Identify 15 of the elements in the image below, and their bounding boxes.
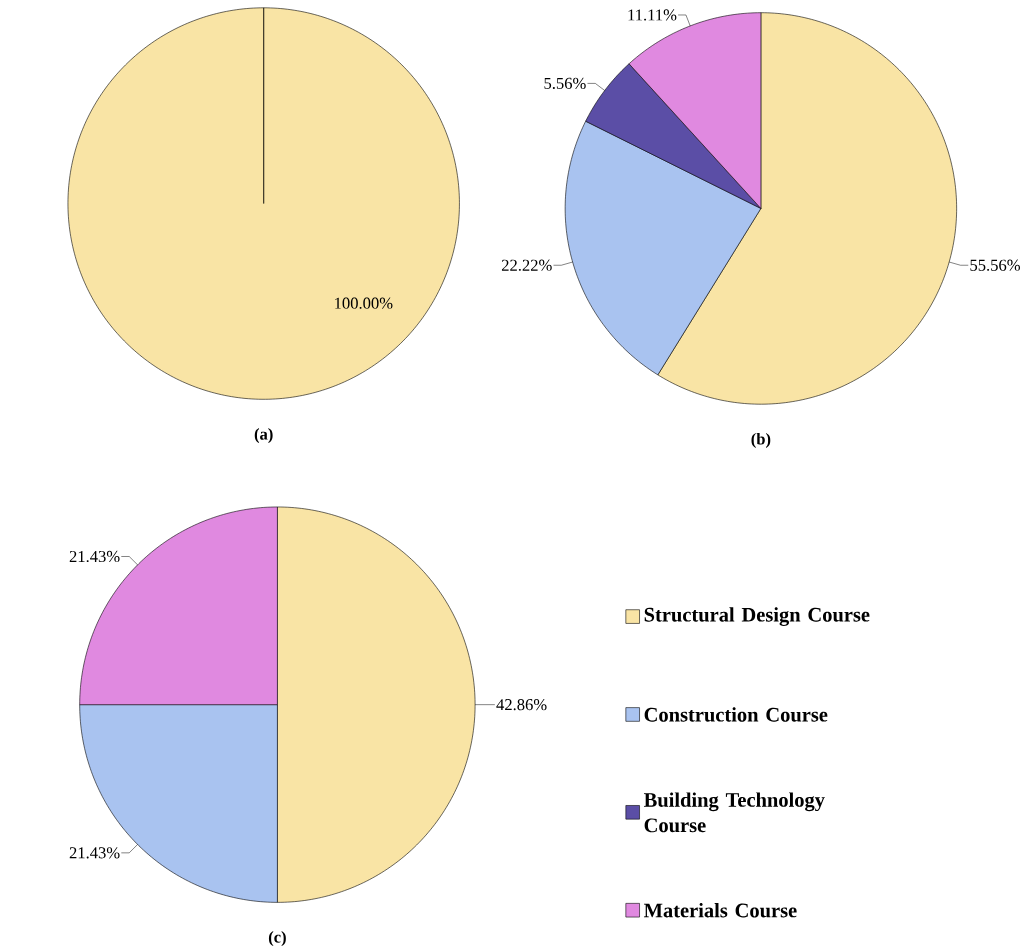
data-label: 5.56% [544,77,586,89]
data-label: 55.56% [970,259,1020,271]
data-label: 21.43% [69,847,120,859]
legend-label: Construction Course [644,707,828,722]
data-label: 22.22% [501,259,552,271]
legend-label: Materials Course [643,902,797,918]
data-label: 100.00% [335,297,393,309]
legend-label: Structural Design Course [644,607,870,626]
text: (b) [751,432,771,448]
legend-label: Building Technology Course [643,792,825,833]
data-label: 42.86% [496,698,547,711]
data-label: 21.43% [69,550,120,562]
text: (c) [268,930,286,946]
data-label: 11.11% [628,9,677,21]
text: (a) [254,427,273,443]
